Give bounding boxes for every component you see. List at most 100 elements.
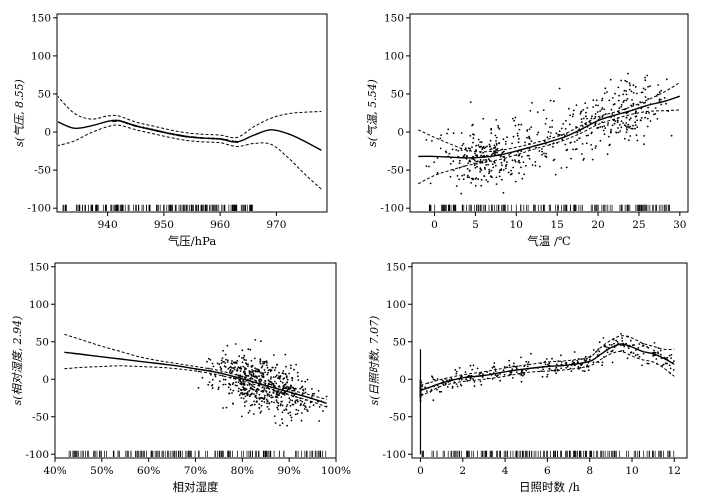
data-point bbox=[301, 400, 304, 403]
data-point bbox=[281, 381, 284, 384]
data-point bbox=[489, 175, 492, 178]
data-point bbox=[454, 368, 457, 371]
data-point bbox=[263, 401, 266, 403]
data-point bbox=[642, 87, 645, 90]
data-point bbox=[581, 143, 584, 145]
data-point bbox=[293, 368, 295, 371]
data-point bbox=[471, 368, 474, 371]
y-tick-label: 150 bbox=[384, 12, 404, 24]
data-point bbox=[275, 374, 278, 377]
data-point bbox=[545, 117, 548, 120]
data-point bbox=[467, 147, 470, 150]
data-point bbox=[625, 93, 628, 96]
data-point bbox=[542, 109, 545, 111]
data-point bbox=[491, 176, 493, 179]
data-point bbox=[239, 370, 242, 372]
data-point bbox=[268, 402, 271, 404]
data-point bbox=[520, 150, 523, 153]
data-point bbox=[456, 175, 459, 177]
data-point bbox=[212, 365, 215, 368]
data-point bbox=[516, 365, 518, 368]
x-tick-label: 40% bbox=[43, 465, 66, 477]
data-point bbox=[622, 349, 625, 352]
data-point bbox=[489, 145, 491, 148]
data-point bbox=[646, 362, 649, 365]
data-point bbox=[474, 166, 477, 169]
data-point bbox=[608, 343, 611, 346]
x-axis-title: 气压/hPa bbox=[168, 234, 217, 248]
data-point bbox=[548, 362, 551, 365]
data-point bbox=[485, 164, 487, 166]
data-point bbox=[222, 378, 225, 381]
data-point bbox=[276, 401, 278, 403]
data-point bbox=[606, 153, 609, 156]
data-point bbox=[254, 390, 257, 392]
data-point bbox=[585, 134, 588, 137]
data-point bbox=[460, 384, 463, 387]
data-point bbox=[246, 384, 249, 386]
smooth-fit-line bbox=[418, 95, 681, 159]
data-point bbox=[613, 342, 615, 345]
data-point bbox=[458, 159, 461, 162]
y-tick-label: -100 bbox=[25, 449, 49, 461]
data-point bbox=[586, 107, 589, 109]
data-point bbox=[461, 174, 464, 177]
data-point bbox=[541, 153, 543, 156]
data-point bbox=[597, 104, 600, 107]
data-point bbox=[294, 413, 297, 416]
data-point bbox=[518, 159, 520, 162]
data-point bbox=[518, 161, 521, 164]
data-point bbox=[595, 145, 597, 148]
data-point bbox=[217, 386, 220, 389]
data-point bbox=[542, 368, 544, 371]
data-point bbox=[669, 367, 672, 370]
data-point bbox=[296, 412, 299, 415]
data-point bbox=[436, 388, 438, 391]
data-point bbox=[222, 349, 225, 352]
data-point bbox=[241, 357, 243, 359]
data-point bbox=[625, 125, 627, 127]
x-tick-label: 80% bbox=[231, 465, 254, 477]
data-point bbox=[289, 414, 292, 417]
data-point bbox=[266, 393, 269, 395]
data-point bbox=[572, 113, 575, 116]
data-point bbox=[501, 178, 503, 181]
data-point bbox=[238, 394, 241, 396]
data-point bbox=[226, 361, 229, 363]
chart-panel-humidity: -100 -50 0 50 100 150 40% 50% 60% 70% 80% 90% 100% 相对… bbox=[11, 261, 351, 494]
data-point bbox=[258, 371, 261, 373]
data-point bbox=[546, 136, 549, 139]
data-point bbox=[611, 361, 614, 364]
data-point bbox=[543, 140, 546, 143]
data-point bbox=[541, 375, 544, 378]
data-point bbox=[480, 141, 483, 144]
data-point bbox=[288, 401, 291, 404]
data-point bbox=[494, 134, 497, 137]
data-point bbox=[562, 123, 564, 125]
data-point bbox=[476, 160, 479, 163]
data-point bbox=[530, 352, 532, 355]
data-point bbox=[440, 390, 443, 393]
data-point bbox=[220, 359, 223, 362]
data-point bbox=[663, 97, 666, 99]
data-point bbox=[549, 99, 552, 102]
data-point bbox=[597, 348, 600, 350]
data-point bbox=[469, 377, 472, 380]
data-point bbox=[603, 133, 606, 136]
data-point bbox=[664, 362, 667, 365]
data-point bbox=[261, 372, 264, 375]
data-point bbox=[479, 167, 482, 170]
data-point bbox=[632, 84, 635, 87]
data-point bbox=[243, 405, 246, 407]
data-point bbox=[644, 76, 646, 79]
data-point bbox=[243, 392, 246, 395]
data-point bbox=[267, 371, 269, 374]
data-point bbox=[473, 385, 476, 388]
data-point bbox=[528, 147, 531, 150]
data-point bbox=[498, 171, 501, 174]
data-point bbox=[299, 404, 302, 407]
data-point bbox=[659, 349, 662, 352]
data-point bbox=[486, 145, 488, 148]
data-point bbox=[551, 126, 553, 128]
data-point bbox=[634, 115, 637, 118]
